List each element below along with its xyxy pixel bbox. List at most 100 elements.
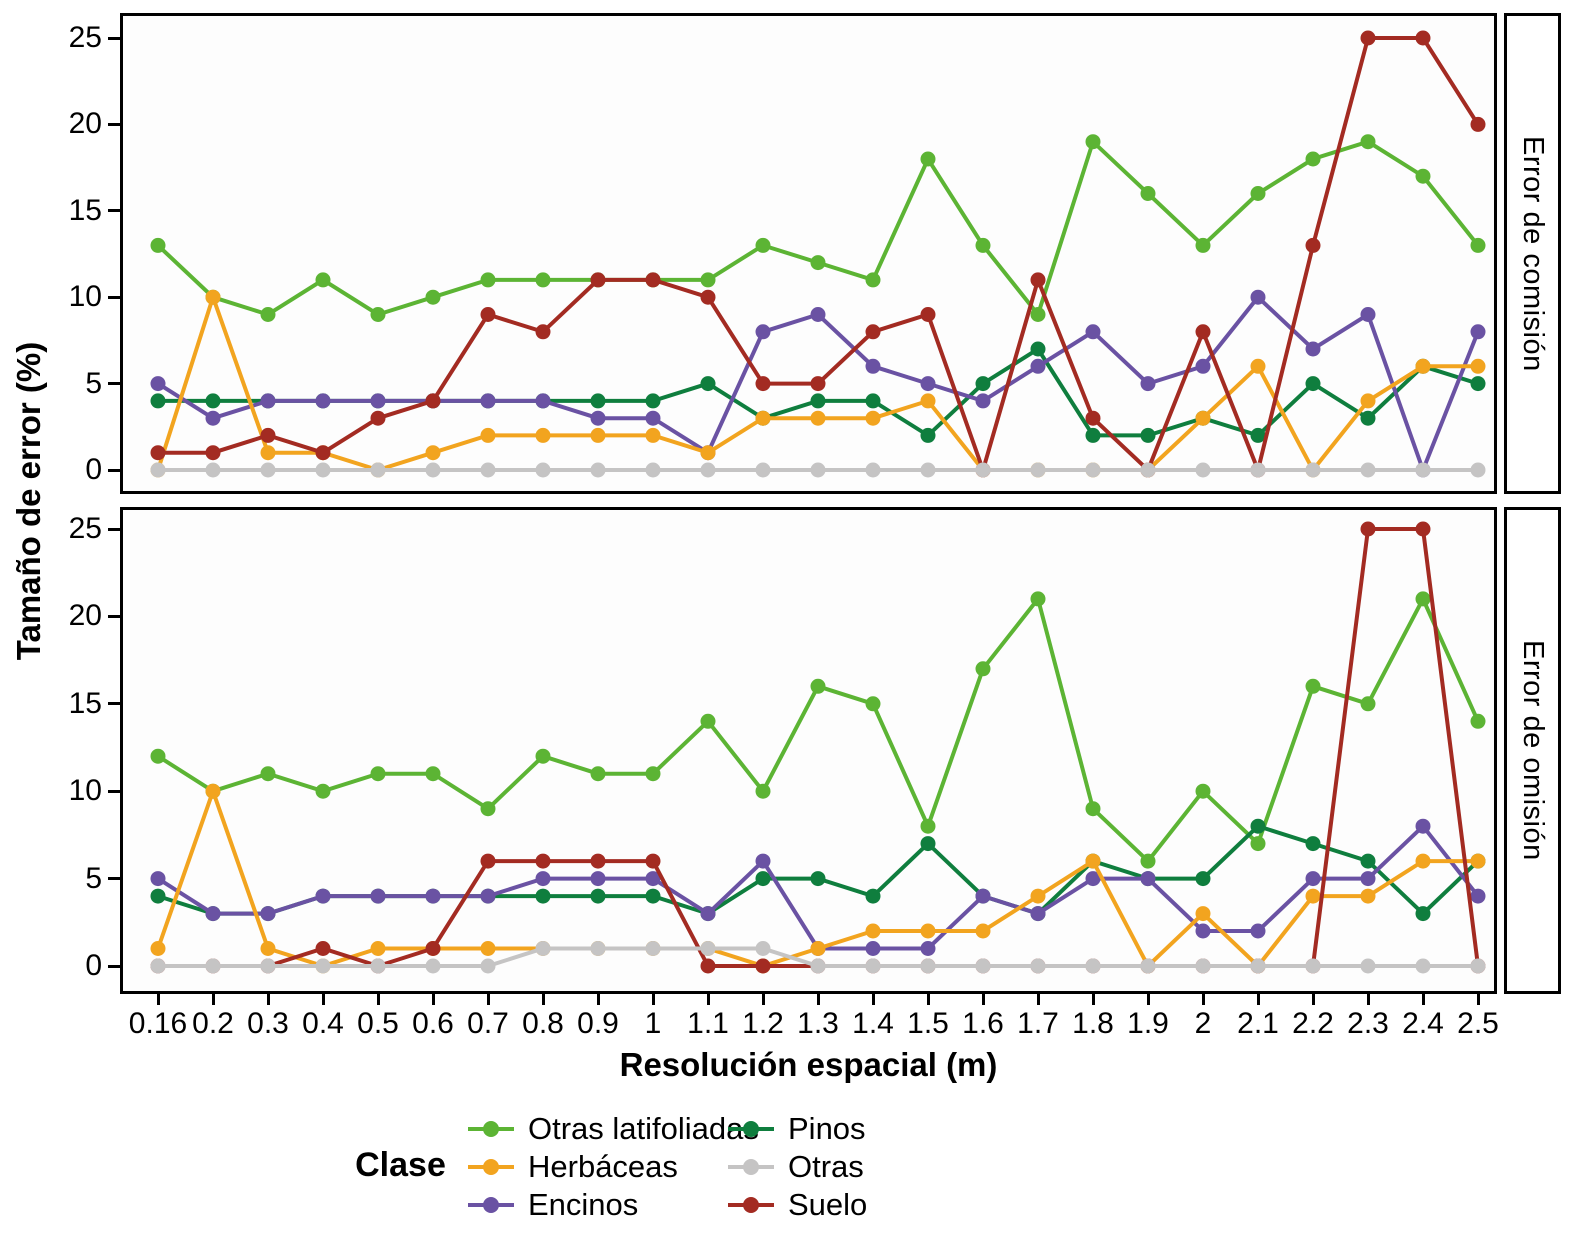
data-point-otras-latifoliadas [1195, 783, 1211, 799]
data-point-pinos [535, 888, 551, 904]
x-tick-mark [1256, 994, 1260, 1005]
x-tick-mark [321, 994, 325, 1005]
data-point-encinos [205, 906, 221, 922]
data-point-otras [920, 958, 936, 974]
x-tick-mark [211, 994, 215, 1005]
series-line-suelo [158, 527, 1480, 969]
data-point-encinos [535, 393, 551, 409]
data-point-otras [1305, 462, 1321, 478]
data-point-herbaceas [1360, 888, 1376, 904]
data-point-suelo [810, 376, 826, 392]
data-point-herbaceas [865, 410, 881, 426]
data-point-encinos [1195, 358, 1211, 374]
legend-item-herbaceas: Herbáceas [467, 1148, 678, 1186]
y-tick-label: 25 [68, 21, 102, 54]
data-point-herbaceas [1195, 906, 1211, 922]
data-point-herbaceas [260, 445, 276, 461]
data-point-herbaceas [150, 941, 166, 956]
data-point-encinos [920, 376, 936, 392]
data-point-otras-latifoliadas [535, 748, 551, 764]
data-point-otras [260, 958, 276, 974]
series-points-otras [150, 941, 1486, 974]
data-point-encinos [480, 393, 496, 409]
plot-area-omision [150, 521, 1486, 974]
x-tick-label: 0.8 [522, 1007, 564, 1040]
x-tick-label: 2.1 [1237, 1007, 1279, 1040]
data-point-herbaceas [1305, 888, 1321, 904]
panel-error-comision [120, 13, 1497, 494]
data-point-otras [1470, 462, 1486, 478]
series-points-otras-latifoliadas [150, 134, 1486, 322]
x-tick-label: 1.8 [1072, 1007, 1114, 1040]
x-tick-label: 0.7 [467, 1007, 509, 1040]
data-point-encinos [1470, 888, 1486, 904]
x-tick-label: 0.9 [577, 1007, 619, 1040]
x-tick-mark [596, 994, 600, 1005]
data-point-otras-latifoliadas [535, 272, 551, 288]
data-point-otras-latifoliadas [700, 272, 716, 288]
data-point-otras-latifoliadas [1195, 237, 1211, 253]
data-point-otras-latifoliadas [260, 766, 276, 782]
data-point-encinos [1470, 324, 1486, 340]
data-point-otras-latifoliadas [370, 307, 386, 322]
legend-item-encinos: Encinos [467, 1186, 638, 1224]
data-point-suelo [260, 427, 276, 443]
data-point-otras [370, 958, 386, 974]
data-point-otras-latifoliadas [1360, 696, 1376, 712]
data-point-otras [1360, 462, 1376, 478]
data-point-otras [1415, 958, 1431, 974]
data-point-suelo [1085, 410, 1101, 426]
legend-swatch-suelo [728, 1197, 774, 1213]
data-point-otras [975, 462, 991, 478]
data-point-otras [1250, 462, 1266, 478]
x-tick-label: 2.3 [1347, 1007, 1389, 1040]
data-point-otras-latifoliadas [755, 237, 771, 253]
data-point-pinos [1030, 341, 1046, 357]
data-point-otras [1250, 958, 1266, 974]
data-point-pinos [700, 376, 716, 392]
data-point-suelo [755, 376, 771, 392]
data-point-encinos [260, 393, 276, 409]
data-point-encinos [645, 871, 661, 887]
y-tick-label: 20 [68, 107, 102, 141]
series-line-otras-latifoliadas [156, 138, 1480, 319]
data-point-herbaceas [1415, 358, 1431, 374]
data-point-pinos [1360, 410, 1376, 426]
data-point-otras-latifoliadas [1140, 186, 1156, 201]
data-point-otras-latifoliadas [810, 678, 826, 694]
data-point-encinos [755, 324, 771, 340]
data-point-suelo [535, 853, 551, 869]
data-point-herbaceas [1415, 853, 1431, 869]
data-point-otras [700, 462, 716, 478]
data-point-pinos [1305, 376, 1321, 392]
data-point-suelo [1195, 324, 1211, 340]
data-point-otras-latifoliadas [1250, 186, 1266, 201]
data-point-otras [1360, 958, 1376, 974]
data-point-otras [700, 941, 716, 956]
data-point-herbaceas [1085, 853, 1101, 869]
data-point-otras [535, 462, 551, 478]
data-point-pinos [1470, 376, 1486, 392]
data-point-otras [480, 958, 496, 974]
data-point-encinos [535, 871, 551, 887]
data-point-otras-latifoliadas [865, 696, 881, 712]
data-point-otras [1085, 462, 1101, 478]
y-tick-label: 15 [68, 193, 102, 227]
data-point-suelo [920, 307, 936, 322]
x-tick-mark [1366, 994, 1370, 1005]
data-point-encinos [1305, 341, 1321, 357]
legend-swatch-otras-latifoliadas [468, 1121, 514, 1137]
x-tick-mark [651, 994, 655, 1005]
data-point-suelo [1030, 272, 1046, 288]
data-point-otras-latifoliadas [810, 255, 826, 271]
data-point-encinos [150, 871, 166, 887]
data-point-otras [810, 958, 826, 974]
data-point-otras-latifoliadas [1415, 168, 1431, 184]
data-point-suelo [645, 272, 661, 288]
data-point-herbaceas [205, 289, 221, 305]
y-tick-mark [108, 122, 120, 126]
data-point-pinos [975, 376, 991, 392]
y-tick-mark [108, 209, 120, 213]
data-point-otras-latifoliadas [480, 272, 496, 288]
